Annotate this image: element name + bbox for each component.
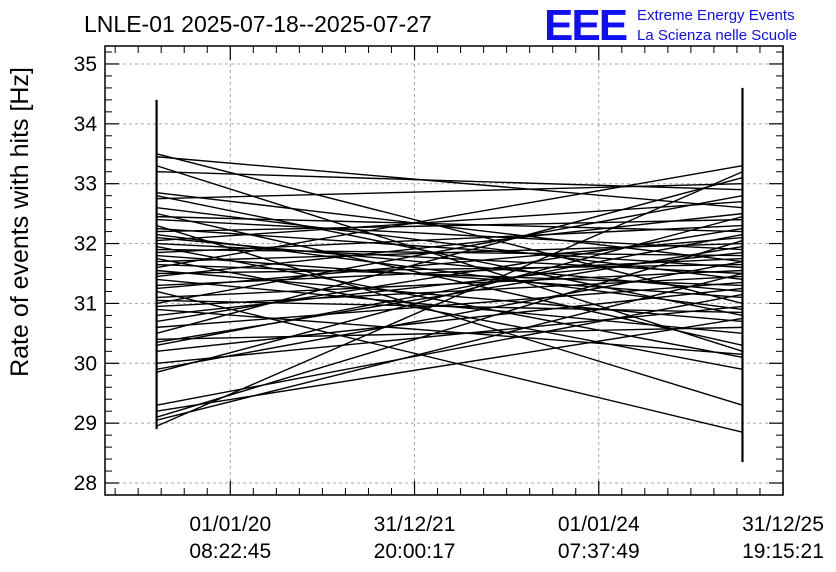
y-tick-label: 29 bbox=[74, 412, 97, 435]
series-line bbox=[156, 165, 743, 269]
series-line bbox=[156, 233, 743, 347]
series-lines bbox=[156, 153, 743, 433]
x-tick-date: 31/12/21 bbox=[374, 513, 456, 536]
series-line bbox=[156, 257, 743, 370]
y-tick-label: 33 bbox=[74, 173, 97, 196]
series-line bbox=[156, 227, 743, 269]
series-line bbox=[156, 156, 743, 209]
y-axis-ticks: 28 29 30 31 32 33 34 35 bbox=[74, 51, 783, 496]
x-tick-time: 19:15:21 bbox=[742, 540, 824, 563]
series-line bbox=[156, 215, 743, 233]
series-line bbox=[156, 275, 743, 308]
series-line bbox=[156, 218, 743, 233]
series-line bbox=[156, 239, 743, 418]
y-tick-label: 30 bbox=[74, 352, 97, 375]
x-axis-ticks: 01/01/20 08:22:45 31/12/21 20:00:17 01/01/24… bbox=[114, 46, 824, 563]
series-line bbox=[156, 281, 743, 329]
series-line bbox=[156, 171, 743, 427]
series-line bbox=[156, 272, 743, 421]
y-tick-label: 32 bbox=[74, 233, 97, 256]
series-line bbox=[156, 182, 743, 200]
series-line bbox=[156, 293, 743, 406]
series-line bbox=[156, 245, 743, 358]
logo-mark: EEE bbox=[544, 1, 627, 50]
x-tick-time: 20:00:17 bbox=[374, 540, 456, 563]
x-tick-date: 01/01/24 bbox=[558, 513, 640, 536]
x-tick-time: 07:37:49 bbox=[558, 540, 640, 563]
error-bars bbox=[155, 87, 744, 463]
x-tick-date: 31/12/25 bbox=[742, 513, 824, 536]
series-line bbox=[156, 215, 743, 373]
chart-title: LNLE-01 2025-07-18--2025-07-27 bbox=[84, 11, 432, 37]
series-line bbox=[156, 177, 743, 335]
series-line bbox=[156, 200, 743, 242]
y-axis-label: Rate of events with hits [Hz] bbox=[6, 67, 34, 377]
series-line bbox=[156, 305, 743, 364]
series-line bbox=[156, 153, 743, 305]
series-line bbox=[156, 308, 743, 356]
series-line bbox=[156, 263, 743, 275]
plot-frame bbox=[104, 45, 784, 496]
y-tick-label: 34 bbox=[74, 113, 98, 136]
series-line bbox=[156, 191, 743, 263]
series-line bbox=[156, 287, 743, 353]
logo-line1: Extreme Energy Events bbox=[637, 7, 795, 24]
y-tick-label: 35 bbox=[74, 53, 97, 76]
x-tick-date: 01/01/20 bbox=[189, 513, 271, 536]
series-line bbox=[156, 227, 743, 323]
y-tick-label: 28 bbox=[74, 472, 97, 495]
series-line bbox=[156, 224, 743, 254]
series-line bbox=[156, 299, 743, 314]
series-line bbox=[156, 290, 743, 433]
series-line bbox=[156, 236, 743, 290]
series-line bbox=[156, 260, 743, 370]
logo-line2: La Scienza nelle Scuole bbox=[637, 27, 797, 44]
eee-logo: EEE Extreme Energy Events La Scienza nel… bbox=[544, 1, 797, 50]
series-line bbox=[156, 212, 743, 278]
x-tick-time: 08:22:45 bbox=[189, 540, 271, 563]
series-line bbox=[156, 326, 743, 341]
y-tick-label: 31 bbox=[74, 292, 97, 315]
